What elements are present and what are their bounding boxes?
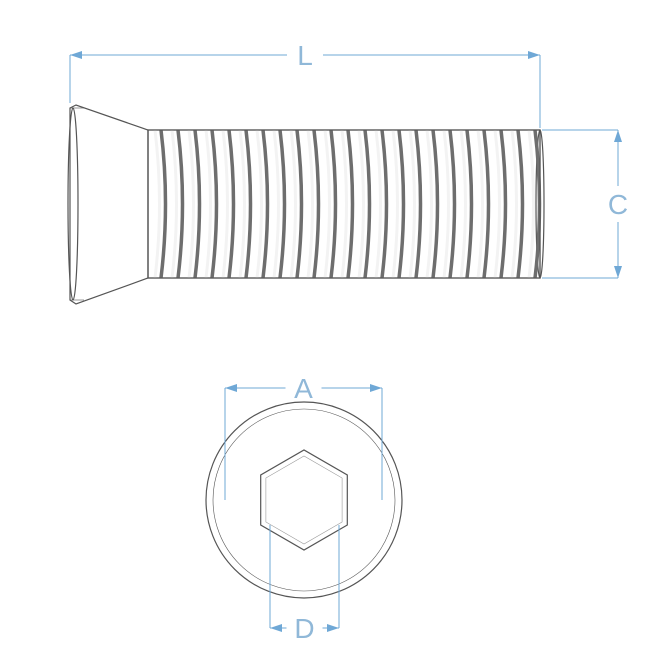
thread-pattern — [155, 130, 540, 278]
dimension-L: L — [70, 40, 540, 128]
dimension-A-label: A — [294, 373, 313, 404]
dimension-L-label: L — [297, 40, 313, 71]
technical-drawing: L C A D — [0, 0, 670, 670]
dimension-C-label: C — [608, 189, 628, 220]
screw-top-view — [206, 402, 402, 598]
dimension-D-label: D — [294, 613, 314, 644]
dimension-A: A — [225, 373, 382, 472]
dimension-C: C — [542, 130, 628, 278]
screw-side-view — [68, 105, 544, 304]
hex-socket — [261, 450, 348, 550]
